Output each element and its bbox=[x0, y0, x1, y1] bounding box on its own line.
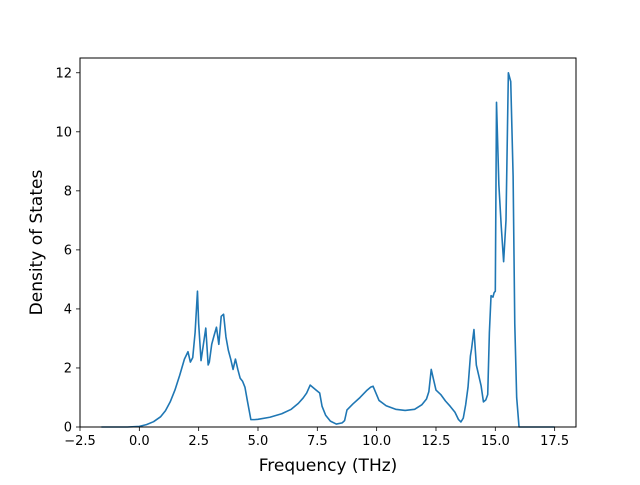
x-axis-ticks: −2.5 0.0 2.5 5.0 7.5 10.0 12.5 15.0 17.5 bbox=[64, 427, 569, 449]
y-axis-label: Density of States bbox=[27, 170, 47, 316]
x-tick-label: 10.0 bbox=[362, 434, 391, 449]
y-axis-ticks: 0 2 4 6 8 10 12 bbox=[55, 66, 80, 436]
y-tick-label: 2 bbox=[64, 361, 72, 376]
y-tick-label: 10 bbox=[55, 125, 72, 140]
x-tick-label: −2.5 bbox=[64, 434, 96, 449]
x-tick-label: 0.0 bbox=[129, 434, 150, 449]
series-line-0 bbox=[101, 71, 555, 428]
x-tick-label: 17.5 bbox=[540, 434, 569, 449]
plot-frame bbox=[79, 57, 577, 428]
x-tick-label: 2.5 bbox=[188, 434, 209, 449]
y-tick-label: 8 bbox=[64, 184, 72, 199]
x-tick-label: 5.0 bbox=[248, 434, 269, 449]
x-tick-label: 7.5 bbox=[307, 434, 328, 449]
y-tick-label: 4 bbox=[64, 302, 72, 317]
plot-area bbox=[101, 71, 555, 428]
y-tick-label: 0 bbox=[64, 421, 72, 436]
x-axis-label: Frequency (THz) bbox=[259, 456, 398, 476]
x-tick-label: 15.0 bbox=[481, 434, 510, 449]
y-tick-label: 6 bbox=[64, 243, 72, 258]
x-tick-label: 12.5 bbox=[422, 434, 451, 449]
y-tick-label: 12 bbox=[55, 66, 72, 81]
